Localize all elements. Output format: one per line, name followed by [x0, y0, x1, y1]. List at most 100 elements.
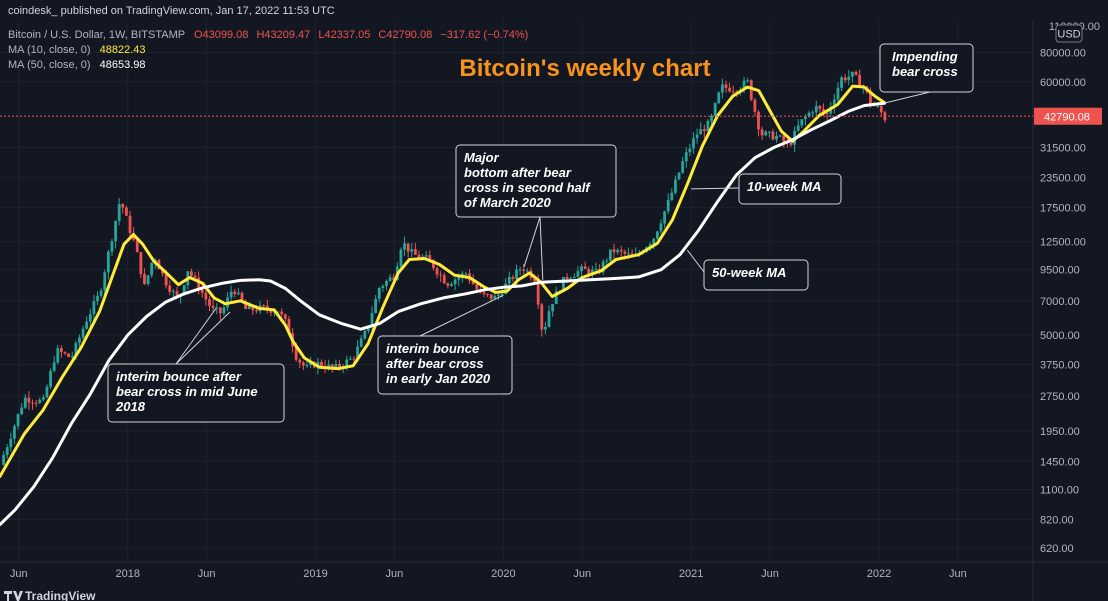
- price-tick-label: 23500.00: [1040, 172, 1086, 184]
- callout-box: [107, 363, 285, 423]
- candle-body: [522, 269, 526, 271]
- price-tick-label: 80000.00: [1040, 47, 1086, 59]
- candle-body: [518, 269, 522, 271]
- candle-body: [374, 298, 378, 314]
- candle-body: [540, 304, 544, 330]
- candle-body: [352, 358, 356, 360]
- candle-body: [858, 74, 862, 87]
- candle-body: [222, 307, 226, 314]
- candle-body: [666, 200, 670, 212]
- candle-body: [439, 274, 443, 276]
- ma50-legend-label: MA (50, close, 0): [8, 59, 91, 71]
- candle-body: [547, 311, 551, 327]
- ma50-legend[interactable]: MA (50, close, 0) 48653.98: [8, 59, 146, 71]
- candle-body: [143, 274, 146, 284]
- candle-body: [749, 80, 753, 100]
- candle-body: [121, 204, 125, 208]
- candle-body: [301, 362, 305, 366]
- candle-body: [388, 277, 392, 281]
- candle-body: [31, 402, 34, 404]
- symbol-name: Bitcoin / U.S. Dollar, 1W, BITSTAMP: [8, 29, 185, 41]
- callout-pointer: [539, 216, 544, 280]
- candle-body: [106, 251, 110, 273]
- time-tick-label: 2020: [491, 568, 515, 580]
- candle-body: [298, 359, 302, 363]
- candle-body: [56, 348, 60, 363]
- candle-body: [699, 129, 703, 135]
- callout-text: Major bottom after bear cross in second ha…: [464, 150, 591, 210]
- candle-body: [215, 307, 219, 309]
- candle-body: [276, 311, 280, 313]
- candle-body: [182, 285, 186, 295]
- candle-body: [38, 399, 42, 403]
- candle-body: [251, 305, 255, 311]
- candle-body: [814, 105, 818, 113]
- price-tick-label: 2750.00: [1040, 391, 1080, 403]
- candle-body: [753, 99, 757, 112]
- candle-body: [706, 120, 710, 132]
- candle-body: [280, 311, 284, 315]
- candle-body: [554, 291, 558, 305]
- callout-pointer: [175, 308, 217, 365]
- price-tick-label: 12500.00: [1040, 237, 1086, 249]
- candle-body: [836, 87, 840, 100]
- ma50-line: [0, 101, 887, 526]
- price-tick-label: 5000.00: [1040, 330, 1080, 342]
- candle-body: [45, 386, 49, 398]
- candle-body: [742, 80, 746, 90]
- candle-body: [648, 244, 652, 248]
- candle-body: [247, 305, 251, 309]
- candle-body: [262, 305, 266, 307]
- candle-body: [13, 425, 16, 439]
- publisher-line: coindesk_ published on TradingView.com, …: [8, 5, 335, 17]
- candle-body: [2, 455, 6, 465]
- candle-body: [161, 269, 164, 274]
- candle-body: [135, 239, 139, 253]
- candle-body: [67, 353, 71, 357]
- candle-body: [590, 269, 594, 275]
- candle-body: [413, 249, 417, 255]
- candle-body: [710, 115, 713, 121]
- candle-body: [684, 152, 688, 162]
- candle-body: [507, 276, 511, 284]
- candle-body: [605, 260, 609, 262]
- ohlc-change: −317.62 (−0.74%): [440, 29, 528, 41]
- candle-body: [796, 125, 800, 131]
- candle-body: [771, 131, 775, 140]
- candle-body: [190, 271, 193, 276]
- candle-body: [717, 92, 721, 104]
- candle-body: [410, 249, 414, 252]
- candle-body: [504, 283, 508, 294]
- candle-body: [20, 407, 24, 415]
- callout-box: [738, 173, 842, 205]
- ma10-legend[interactable]: MA (10, close, 0) 48822.43: [8, 44, 146, 56]
- candle-body: [233, 291, 237, 295]
- candle-body: [377, 287, 381, 299]
- moving-averages: [0, 84, 887, 526]
- candle-body: [63, 352, 67, 354]
- callout-text: interim bounce after bear cross in mid Ju…: [115, 369, 258, 414]
- candle-body: [497, 294, 500, 296]
- candle-body: [807, 112, 811, 117]
- time-tick-label: Jun: [761, 568, 779, 580]
- candle-body: [702, 129, 706, 132]
- callout-line: 50-week MA: [712, 265, 786, 280]
- tradingview-logo-icon: [4, 591, 23, 601]
- candle-body: [255, 310, 258, 312]
- candle-body: [464, 273, 468, 275]
- time-axis[interactable]: Jun 2018 Jun 2019 Jun 2020 Jun 2021 Jun 2022 Jun: [10, 568, 967, 580]
- ma10-line: [0, 84, 887, 478]
- candle-body: [767, 131, 771, 133]
- currency-badge[interactable]: [1055, 24, 1083, 43]
- candle-body: [782, 135, 786, 142]
- price-axis[interactable]: 80000.00 60000.00 31500.00 23500.00 17500.00…: [1040, 47, 1086, 554]
- price-tick-label: 1450.00: [1040, 456, 1080, 468]
- callout-line: in early Jan 2020: [386, 371, 491, 386]
- callout-line: interim bounce after: [116, 369, 242, 384]
- candle-body: [146, 275, 150, 284]
- candle-body: [731, 91, 735, 93]
- candle-body: [287, 318, 291, 334]
- candle-body: [580, 266, 583, 272]
- time-tick-label: Jun: [573, 568, 591, 580]
